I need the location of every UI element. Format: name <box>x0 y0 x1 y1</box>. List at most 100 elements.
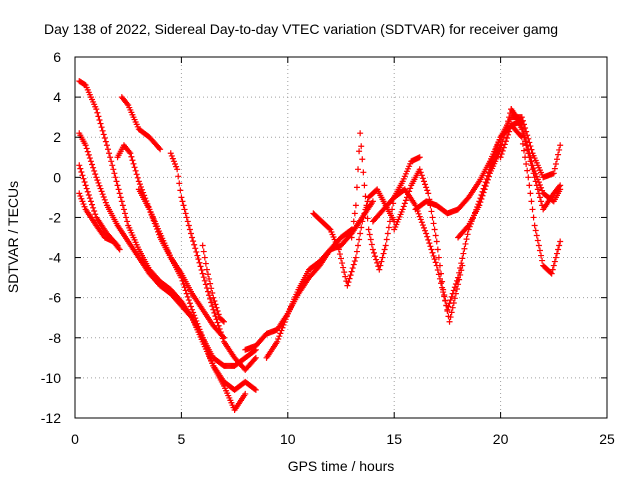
data-point <box>356 148 363 155</box>
data-point <box>85 191 92 198</box>
data-point <box>503 135 510 142</box>
data-point <box>200 248 207 255</box>
data-point <box>547 269 554 276</box>
data-point <box>177 187 184 194</box>
data-point <box>341 269 348 276</box>
data-point <box>548 270 555 277</box>
data-point <box>89 201 96 208</box>
data-point <box>80 175 87 182</box>
data-point <box>422 181 429 188</box>
data-point <box>426 240 433 247</box>
data-point <box>418 219 425 226</box>
data-point <box>424 233 431 240</box>
data-point <box>518 114 525 121</box>
data-point <box>83 145 90 152</box>
data-point <box>101 135 108 142</box>
data-point <box>197 329 204 336</box>
data-point <box>524 167 531 174</box>
y-tick-label: 0 <box>53 169 61 185</box>
data-point <box>127 150 134 157</box>
data-point <box>385 224 392 231</box>
data-point <box>184 293 191 300</box>
data-point <box>115 186 122 193</box>
data-point <box>100 193 107 200</box>
data-point <box>449 304 456 311</box>
data-point <box>183 290 190 297</box>
data-point <box>93 106 100 113</box>
data-point <box>451 295 458 302</box>
data-point <box>388 212 395 219</box>
data-point <box>499 147 506 154</box>
data-point <box>207 354 214 361</box>
data-point <box>92 171 99 178</box>
y-tick-label: -6 <box>49 290 62 306</box>
data-point <box>551 258 558 265</box>
data-point <box>483 179 490 186</box>
data-point <box>358 143 365 150</box>
data-point <box>366 231 373 238</box>
data-point <box>500 144 507 151</box>
data-point <box>157 146 164 153</box>
data-point <box>346 275 353 282</box>
data-point <box>187 313 194 320</box>
data-point <box>114 182 121 189</box>
data-point <box>282 316 289 323</box>
data-point <box>530 214 537 221</box>
data-point <box>456 276 463 283</box>
data-point <box>99 127 106 134</box>
plot-frame <box>74 56 608 419</box>
series-8 <box>199 242 227 325</box>
data-point <box>169 155 176 162</box>
data-point <box>432 232 439 239</box>
data-point <box>350 261 357 268</box>
data-point <box>97 185 104 192</box>
data-point <box>352 254 359 261</box>
data-point <box>326 225 333 232</box>
data-point <box>427 243 434 250</box>
data-point <box>521 134 528 141</box>
data-point <box>76 162 83 169</box>
chart-title: Day 138 of 2022, Sidereal Day-to-day VTE… <box>44 21 558 37</box>
data-point <box>111 170 118 177</box>
data-point <box>134 174 141 181</box>
data-point <box>191 312 198 319</box>
data-point <box>518 126 525 133</box>
data-point <box>459 262 466 269</box>
data-point <box>153 226 160 233</box>
data-point <box>192 245 199 252</box>
data-point <box>531 222 538 229</box>
series-10 <box>263 198 376 361</box>
data-point <box>187 230 194 237</box>
data-point <box>80 201 87 208</box>
data-point <box>431 226 438 233</box>
data-point <box>214 319 221 326</box>
data-point <box>175 173 182 180</box>
data-point <box>523 142 530 149</box>
series-18 <box>497 122 564 277</box>
data-point <box>201 340 208 347</box>
data-point <box>557 238 564 245</box>
data-point <box>482 183 489 190</box>
data-point <box>209 289 216 296</box>
data-point <box>493 145 500 152</box>
data-point <box>524 132 531 139</box>
data-point <box>376 266 383 273</box>
data-point <box>179 198 186 205</box>
data-point <box>363 204 370 211</box>
x-tick-label: 25 <box>599 431 615 447</box>
data-point <box>442 297 449 304</box>
data-point <box>555 151 562 158</box>
data-point <box>209 303 216 310</box>
series-14 <box>391 166 466 325</box>
data-point <box>536 194 543 201</box>
data-point <box>418 172 425 179</box>
data-point <box>200 274 207 281</box>
data-point <box>350 218 357 225</box>
data-point <box>152 223 159 230</box>
data-point <box>434 266 441 273</box>
data-point <box>186 226 193 233</box>
data-point <box>556 183 563 190</box>
y-tick-label: -12 <box>41 410 61 426</box>
data-point <box>419 175 426 182</box>
data-point <box>446 318 453 325</box>
